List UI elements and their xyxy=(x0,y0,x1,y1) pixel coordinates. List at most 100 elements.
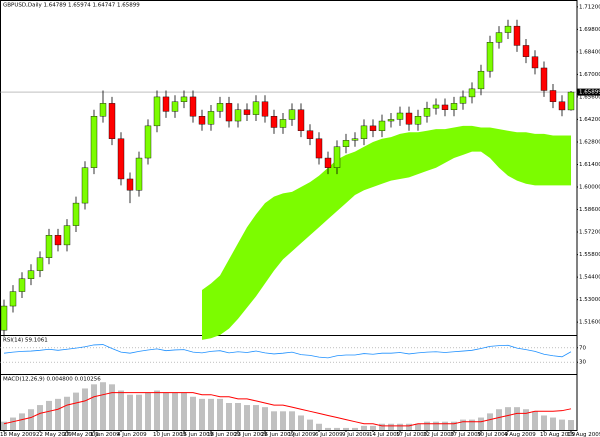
macd-bar xyxy=(91,384,97,430)
macd-bar xyxy=(388,423,394,430)
candle-body xyxy=(225,103,233,122)
last-price-box xyxy=(577,88,600,96)
y-tick-label: 1.67000 xyxy=(579,72,600,78)
macd-bar xyxy=(10,417,16,430)
y-tick-label: 1.51600 xyxy=(579,320,600,326)
macd-bar xyxy=(262,407,268,430)
y-tick-label: 1.54400 xyxy=(579,275,600,281)
last-price-label: 1.65899 xyxy=(579,90,600,96)
y-tick-label: 1.60000 xyxy=(579,185,600,191)
candle-body xyxy=(522,45,530,57)
macd-bar xyxy=(478,417,484,430)
candle-body xyxy=(441,104,449,110)
candle-body xyxy=(288,109,296,120)
candle-body xyxy=(549,90,557,102)
x-tick-label: 30 Jul 2009 xyxy=(477,432,509,437)
macd-bar xyxy=(199,398,205,430)
x-tick-label: 26 Jun 2009 xyxy=(261,432,295,437)
macd-bar xyxy=(370,425,376,430)
y-tick-label: 1.69800 xyxy=(579,27,600,33)
candle-body xyxy=(477,70,485,90)
candle-body xyxy=(351,138,359,141)
macd-bar xyxy=(307,419,313,430)
candle-body xyxy=(153,96,161,127)
macd-bar xyxy=(460,419,466,430)
macd-bar xyxy=(190,396,196,430)
x-tick-label: 6 Jul 2009 xyxy=(315,432,343,437)
candle-body xyxy=(558,101,566,111)
macd-bar xyxy=(244,405,250,430)
x-tick-label: 17 Jul 2009 xyxy=(396,432,428,437)
candle-body xyxy=(0,305,8,331)
x-tick-label: 1 Jul 2009 xyxy=(288,432,316,437)
macd-bar xyxy=(289,411,295,430)
macd-bar xyxy=(100,382,106,430)
macd-bar xyxy=(217,398,223,430)
macd-bar xyxy=(208,398,214,430)
macd-bar xyxy=(568,420,574,430)
x-tick-label: 18 Jun 2009 xyxy=(207,432,241,437)
candle-body xyxy=(198,116,206,125)
y-tick-label: 1.58600 xyxy=(579,207,600,213)
candle-body xyxy=(234,109,242,122)
macd-bar xyxy=(496,409,502,430)
candle-body xyxy=(270,116,278,128)
macd-bar xyxy=(82,388,88,430)
x-tick-label: 4 Jun 2009 xyxy=(117,432,147,437)
candle-body xyxy=(333,146,341,168)
macd-bar xyxy=(73,392,79,430)
candle-body xyxy=(432,104,440,109)
macd-bar xyxy=(514,407,520,430)
candle-body xyxy=(468,88,476,98)
candle-body xyxy=(342,140,350,147)
candle-body xyxy=(36,257,44,271)
x-tick-label: 22 May 2009 xyxy=(36,432,72,437)
macd-bar xyxy=(127,394,133,430)
rsi-title: RSI(14) 59.1061 xyxy=(3,338,48,344)
x-tick-label: 14 Jul 2009 xyxy=(369,432,401,437)
macd-bar xyxy=(505,407,511,430)
macd-bar xyxy=(55,398,61,430)
candle-body xyxy=(207,111,215,125)
macd-bar xyxy=(154,390,160,430)
macd-bar xyxy=(1,421,7,430)
macd-bar xyxy=(271,411,277,430)
candle-body xyxy=(243,109,251,115)
macd-bar xyxy=(541,415,547,430)
macd-bar xyxy=(226,403,232,430)
x-tick-label: 10 Aug 2009 xyxy=(540,432,576,437)
candle-body xyxy=(135,157,143,191)
candle-body xyxy=(162,96,170,112)
candle-body xyxy=(450,103,458,110)
macd-bar xyxy=(109,384,115,430)
x-tick-label: 1 Jun 2009 xyxy=(90,432,120,437)
x-tick-label: 23 Jun 2009 xyxy=(234,432,268,437)
macd-bar xyxy=(298,415,304,430)
candle-body xyxy=(396,112,404,120)
macd-bar xyxy=(280,411,286,430)
macd-bar xyxy=(523,409,529,430)
macd-title: MACD(12,26,9) 0.004800 0.010256 xyxy=(3,377,101,383)
macd-bar xyxy=(64,396,70,430)
macd-bar xyxy=(145,392,151,430)
x-tick-label: 4 Aug 2009 xyxy=(504,432,536,437)
y-tick-label: 1.64200 xyxy=(579,117,600,123)
candle-body xyxy=(18,278,26,292)
ichimoku-cloud xyxy=(202,125,571,340)
macd-bar xyxy=(235,403,241,430)
macd-bar xyxy=(19,413,25,430)
candle-body xyxy=(63,225,71,246)
y-tick-label: 70 xyxy=(579,345,586,351)
candle-body xyxy=(45,235,53,258)
macd-bar xyxy=(28,409,34,430)
candle-body xyxy=(378,120,386,131)
macd-bar xyxy=(379,423,385,430)
macd-bar xyxy=(352,427,358,430)
candle-body xyxy=(297,109,305,131)
signal-line xyxy=(3,392,572,427)
macd-bar xyxy=(532,411,538,430)
macd-bar xyxy=(334,427,340,430)
candle-body xyxy=(513,25,521,46)
x-tick-label: 13 Aug 2009 xyxy=(567,432,600,437)
candle-body xyxy=(504,25,512,33)
